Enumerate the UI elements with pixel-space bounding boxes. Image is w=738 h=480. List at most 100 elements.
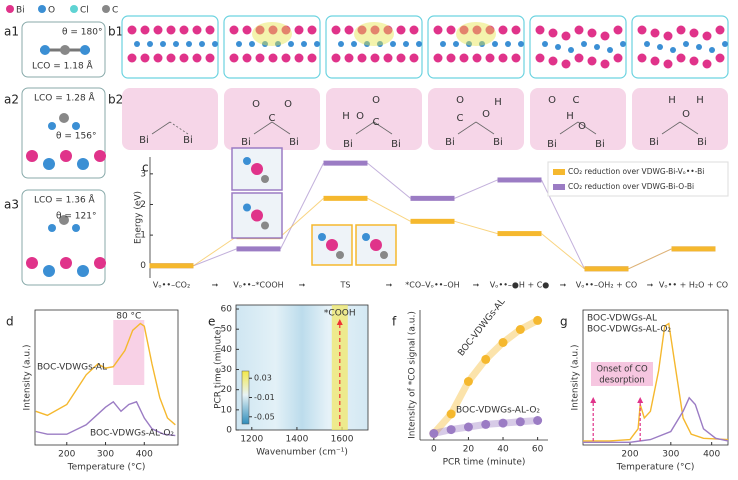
atom bbox=[80, 45, 90, 55]
atom bbox=[574, 25, 584, 35]
atom bbox=[338, 41, 344, 47]
x-tick-label: 200 bbox=[58, 450, 75, 460]
data-point bbox=[515, 417, 525, 427]
atom bbox=[60, 150, 72, 162]
bond bbox=[457, 121, 477, 135]
atom bbox=[179, 53, 189, 63]
y-tick-label: 20 bbox=[221, 385, 233, 395]
atom bbox=[94, 150, 106, 162]
annotation: *COOH bbox=[324, 309, 356, 319]
atom bbox=[380, 251, 388, 259]
atom-label: Bi bbox=[493, 137, 503, 148]
atom bbox=[650, 56, 660, 66]
atom-label: O bbox=[548, 95, 556, 106]
atom bbox=[568, 47, 574, 53]
legend-label: CO₂ reduction over VDWG-Bi-Vₒ••-Bi bbox=[568, 167, 704, 176]
atom bbox=[199, 41, 205, 47]
connector bbox=[367, 162, 411, 199]
atom bbox=[587, 28, 597, 38]
structure-box bbox=[21, 87, 106, 179]
highlight bbox=[113, 320, 145, 385]
inset bbox=[231, 192, 283, 239]
bond bbox=[151, 121, 171, 135]
series-label: BOC-VDWGs-AL-O₂ bbox=[587, 325, 671, 335]
energy-level bbox=[323, 195, 368, 201]
atom bbox=[637, 25, 647, 35]
atom bbox=[696, 44, 702, 50]
energy-level bbox=[497, 177, 542, 183]
atom bbox=[383, 53, 393, 63]
bond bbox=[373, 121, 393, 135]
atom-label: O bbox=[456, 95, 464, 106]
energy-level bbox=[410, 195, 455, 201]
atom bbox=[492, 41, 498, 47]
atom bbox=[261, 175, 269, 183]
atom bbox=[498, 53, 508, 63]
energy-level bbox=[410, 218, 455, 224]
x-tick-label: *CO–Vₒ••–OH bbox=[405, 281, 459, 290]
atom bbox=[472, 25, 482, 35]
x-tick-label: Vₒ••–CO₂ bbox=[153, 281, 190, 290]
atom-legend-label: Cl bbox=[80, 6, 89, 16]
arrow: ➞ bbox=[473, 281, 480, 290]
atom bbox=[683, 41, 689, 47]
atom bbox=[370, 53, 380, 63]
intermediate-box bbox=[122, 88, 218, 150]
atom bbox=[326, 239, 338, 251]
intermediate-box bbox=[530, 88, 626, 150]
y-tick-label: 10 bbox=[221, 405, 233, 415]
intermediate-box bbox=[632, 88, 728, 150]
energy-level bbox=[149, 263, 194, 269]
y-axis-label: Intensity of *CO signal (a.u.) bbox=[408, 311, 418, 439]
panel-label: a1 bbox=[4, 25, 19, 39]
colorbar-tick-label: -0.05 bbox=[254, 412, 275, 421]
annotation: desorption bbox=[599, 376, 644, 386]
x-axis-label: Wavenumber (cm⁻¹) bbox=[256, 448, 348, 458]
series-line bbox=[35, 322, 176, 426]
atom bbox=[594, 44, 600, 50]
atom bbox=[268, 53, 278, 63]
atom bbox=[344, 25, 354, 35]
y-tick-label: 0 bbox=[226, 426, 232, 436]
series-line bbox=[35, 400, 176, 437]
structure-box bbox=[631, 15, 729, 79]
atom bbox=[43, 265, 55, 277]
atom bbox=[403, 41, 409, 47]
atom bbox=[644, 41, 650, 47]
atom bbox=[722, 41, 728, 47]
atom bbox=[48, 122, 56, 130]
atom bbox=[370, 239, 382, 251]
panel-label: b1 bbox=[108, 25, 123, 39]
atom bbox=[127, 53, 137, 63]
atom bbox=[166, 25, 176, 35]
x-tick-label: 1200 bbox=[240, 435, 263, 445]
atom bbox=[357, 25, 367, 35]
atom bbox=[179, 25, 189, 35]
atom bbox=[587, 56, 597, 66]
atom bbox=[236, 41, 242, 47]
atom bbox=[160, 41, 166, 47]
atom bbox=[205, 53, 215, 63]
atom bbox=[307, 25, 317, 35]
arrow: ➞ bbox=[560, 281, 567, 290]
atom bbox=[60, 257, 72, 269]
atom-label: Bi bbox=[343, 139, 353, 150]
panel-label: d bbox=[6, 315, 14, 329]
atom bbox=[620, 41, 626, 47]
atom bbox=[294, 53, 304, 63]
arrow-head bbox=[637, 397, 644, 403]
colorbar-tick-label: -0.01 bbox=[254, 393, 275, 402]
atom bbox=[59, 215, 69, 225]
colorbar-tick-label: 0.03 bbox=[254, 374, 272, 383]
y-axis-label: Intensity (a.u.) bbox=[571, 345, 581, 411]
atom bbox=[518, 41, 524, 47]
structure-box bbox=[21, 189, 106, 286]
atom bbox=[715, 25, 725, 35]
atom bbox=[396, 53, 406, 63]
atom bbox=[409, 53, 419, 63]
bond bbox=[475, 121, 495, 135]
atom-label: Bi bbox=[649, 137, 659, 148]
panel-label: e bbox=[208, 315, 215, 329]
connector bbox=[367, 197, 411, 222]
atom bbox=[357, 53, 367, 63]
